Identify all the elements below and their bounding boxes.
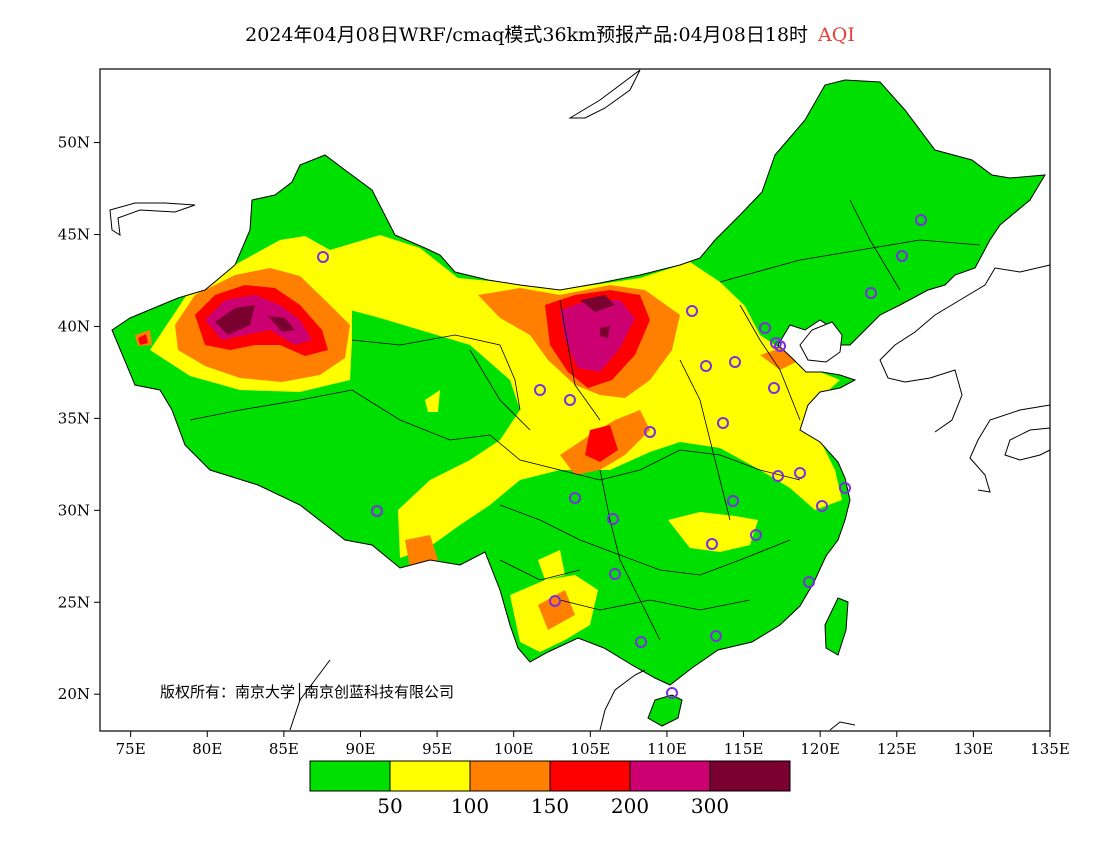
lon-tick-label: 100E (494, 740, 534, 758)
station-marker (317, 251, 329, 263)
hainan-island (647, 694, 683, 727)
map-frame (99, 68, 1051, 732)
monitoring-stations (317, 214, 927, 699)
title-main: 2024年04月08日WRF/cmaq模式36km预报产品:04月08日18时 (245, 24, 809, 46)
map-title: 2024年04月08日WRF/cmaq模式36km预报产品:04月08日18时 A… (0, 20, 1100, 47)
station-marker (727, 495, 739, 507)
lon-tick-label: 110E (647, 740, 687, 758)
legend-swatch (309, 760, 391, 792)
lon-tick-label: 80E (192, 740, 222, 758)
bohai-sea (799, 321, 843, 363)
station-marker (915, 214, 927, 226)
station-marker (564, 394, 576, 406)
lon-tick-label: 125E (877, 740, 917, 758)
station-marker (710, 630, 722, 642)
station-marker (803, 576, 815, 588)
station-marker (794, 467, 806, 479)
province-boundaries (189, 199, 981, 641)
station-marker (607, 513, 619, 525)
lat-tick-label: 40N (58, 317, 90, 335)
station-marker (534, 384, 546, 396)
aqi-field (112, 80, 1045, 685)
station-marker (839, 482, 851, 494)
copyright-text: 版权所有：南京大学│南京创蓝科技有限公司 (160, 682, 454, 701)
legend-swatch (469, 760, 551, 792)
station-marker (717, 417, 729, 429)
station-marker (768, 382, 780, 394)
aqi-class-hazardous (215, 295, 615, 338)
station-marker (816, 500, 828, 512)
lat-tick-label: 45N (58, 226, 90, 244)
legend-label: 50 (377, 794, 402, 818)
lon-tick-label: 115E (724, 740, 764, 758)
station-marker (569, 492, 581, 504)
legend-label: 200 (611, 794, 649, 818)
station-marker (635, 636, 647, 648)
station-marker (774, 340, 786, 352)
station-marker (609, 568, 621, 580)
lat-tick-label: 20N (58, 685, 90, 703)
station-marker (371, 505, 383, 517)
station-marker (666, 687, 678, 699)
legend-label: 100 (451, 794, 489, 818)
lon-tick-label: 135E (1030, 740, 1070, 758)
title-variable: AQI (818, 24, 855, 46)
station-marker (644, 426, 656, 438)
station-marker (759, 322, 771, 334)
lon-tick-label: 120E (800, 740, 840, 758)
lon-tick-label: 75E (116, 740, 146, 758)
station-marker (549, 595, 561, 607)
aqi-legend: 50 100 150 200 300 (309, 760, 791, 818)
lon-tick-label: 130E (954, 740, 994, 758)
station-marker (686, 305, 698, 317)
latitude-axis: 20N 25N 30N 35N 40N 45N 50N (58, 134, 100, 703)
legend-swatch (629, 760, 711, 792)
lat-tick-label: 25N (58, 593, 90, 611)
lon-tick-label: 90E (345, 740, 375, 758)
legend-swatch (389, 760, 471, 792)
lon-tick-label: 105E (571, 740, 611, 758)
coastlines (109, 69, 1051, 731)
station-marker (750, 529, 762, 541)
lon-tick-label: 85E (269, 740, 299, 758)
legend-swatch (549, 760, 631, 792)
lon-tick-label: 95E (422, 740, 452, 758)
station-marker (700, 360, 712, 372)
station-marker (729, 356, 741, 368)
lat-tick-label: 35N (58, 409, 90, 427)
lat-tick-label: 30N (58, 501, 90, 519)
legend-label: 300 (691, 794, 729, 818)
station-marker (865, 287, 877, 299)
longitude-axis: 75E 80E 85E 90E 95E 100E 105E 110E 115E 120E 125E 1… (116, 731, 1070, 758)
station-marker (896, 250, 908, 262)
taiwan-island (824, 597, 849, 656)
legend-label: 150 (531, 794, 569, 818)
legend-swatch (709, 760, 791, 792)
lat-tick-label: 50N (58, 134, 90, 152)
station-marker (772, 470, 784, 482)
station-marker (706, 538, 718, 550)
